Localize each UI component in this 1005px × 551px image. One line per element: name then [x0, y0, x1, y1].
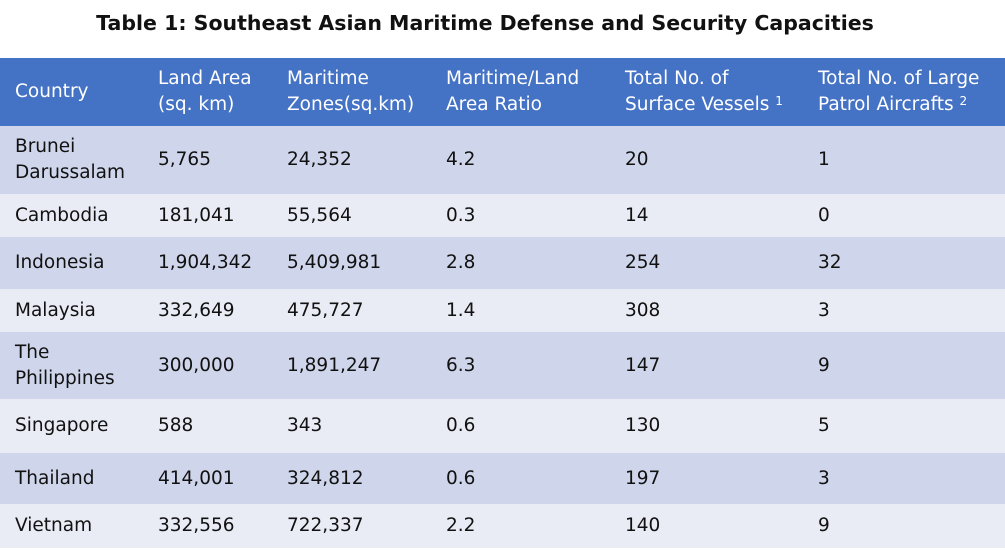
- cell-land-area: 181,041: [158, 204, 235, 226]
- cell-land-area: 588: [158, 415, 194, 436]
- table-row: Cambodia 181,041 55,564 0.3 14 0: [0, 194, 1005, 237]
- cell-country: Brunei Darussalam: [15, 136, 126, 183]
- header-land-area: Land Area (sq. km): [158, 68, 252, 115]
- capacities-table: Country Land Area (sq. km) Maritime Zone…: [0, 58, 1005, 548]
- cell-maritime-zones: 1,891,247: [287, 354, 382, 376]
- cell-maritime-zones: 324,812: [287, 467, 364, 489]
- cell-patrol-aircrafts: 9: [818, 354, 830, 376]
- cell-patrol-aircrafts: 9: [818, 515, 830, 536]
- cell-maritime-zones: 722,337: [287, 515, 364, 536]
- cell-surface-vessels: 140: [625, 515, 661, 536]
- table-row: Singapore 588 343 0.6 130 5: [0, 399, 1005, 453]
- header-country: Country: [15, 81, 89, 102]
- cell-surface-vessels: 308: [625, 299, 661, 321]
- table-row: Thailand 414,001 324,812 0.6 197 3: [0, 453, 1005, 504]
- table-header-row: Country Land Area (sq. km) Maritime Zone…: [0, 58, 1005, 126]
- cell-patrol-aircrafts: 32: [818, 252, 842, 273]
- cell-patrol-aircrafts: 3: [818, 467, 830, 489]
- cell-surface-vessels: 147: [625, 354, 661, 376]
- cell-patrol-aircrafts: 5: [818, 415, 830, 436]
- header-patrol-aircrafts: Total No. of Large Patrol Aircrafts 2: [818, 68, 980, 115]
- cell-maritime-zones: 5,409,981: [287, 252, 382, 273]
- cell-ratio: 6.3: [446, 354, 476, 376]
- cell-ratio: 0.6: [446, 415, 476, 436]
- table-row: Malaysia 332,649 475,727 1.4 308 3: [0, 289, 1005, 332]
- cell-country: Indonesia: [15, 252, 105, 273]
- cell-country: Cambodia: [15, 204, 109, 226]
- cell-maritime-zones: 55,564: [287, 204, 352, 226]
- header-maritime-zones: Maritime Zones(sq.km): [287, 68, 415, 115]
- cell-maritime-zones: 475,727: [287, 299, 364, 321]
- table-row: Indonesia 1,904,342 5,409,981 2.8 254 32: [0, 237, 1005, 289]
- table-row: The Philippines 300,000 1,891,247 6.3 14…: [0, 332, 1005, 399]
- cell-ratio: 2.8: [446, 252, 476, 273]
- cell-maritime-zones: 24,352: [287, 149, 352, 170]
- cell-ratio: 4.2: [446, 149, 476, 170]
- cell-patrol-aircrafts: 1: [818, 149, 830, 170]
- cell-land-area: 5,765: [158, 149, 211, 170]
- cell-patrol-aircrafts: 3: [818, 299, 830, 321]
- cell-patrol-aircrafts: 0: [818, 204, 830, 226]
- cell-surface-vessels: 14: [625, 204, 649, 226]
- cell-land-area: 1,904,342: [158, 252, 253, 273]
- table-row: Brunei Darussalam 5,765 24,352 4.2 20 1: [0, 126, 1005, 194]
- table-row: Vietnam 332,556 722,337 2.2 140 9: [0, 504, 1005, 548]
- cell-surface-vessels: 254: [625, 252, 661, 273]
- header-ratio: Maritime/Land Area Ratio: [446, 68, 580, 115]
- table-title: Table 1: Southeast Asian Maritime Defens…: [96, 11, 874, 35]
- cell-maritime-zones: 343: [287, 415, 323, 436]
- cell-country: Thailand: [15, 467, 95, 489]
- cell-land-area: 300,000: [158, 354, 235, 376]
- footnote-marker: 2: [959, 94, 968, 108]
- cell-land-area: 332,649: [158, 299, 235, 321]
- cell-land-area: 332,556: [158, 515, 235, 536]
- cell-country: Malaysia: [15, 299, 96, 321]
- footnote-marker: 1: [775, 94, 783, 108]
- cell-country: Vietnam: [15, 515, 93, 536]
- cell-surface-vessels: 130: [625, 415, 661, 436]
- cell-country: Singapore: [15, 415, 109, 436]
- cell-ratio: 1.4: [446, 299, 476, 321]
- cell-ratio: 0.6: [446, 467, 476, 489]
- cell-surface-vessels: 197: [625, 467, 661, 489]
- cell-country: The Philippines: [15, 341, 115, 389]
- cell-land-area: 414,001: [158, 467, 235, 489]
- cell-ratio: 0.3: [446, 204, 476, 226]
- cell-ratio: 2.2: [446, 515, 476, 536]
- cell-surface-vessels: 20: [625, 149, 649, 170]
- header-surface-vessels: Total No. of Surface Vessels 1: [625, 68, 783, 115]
